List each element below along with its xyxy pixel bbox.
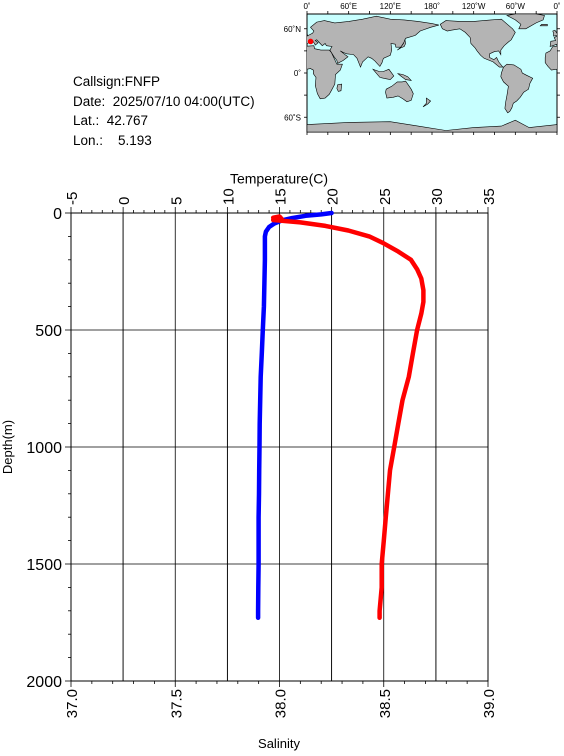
depth-tick-label: 2000: [26, 674, 62, 691]
map-lon-label: 120˚W: [462, 2, 486, 11]
station-marker-dot: [307, 38, 314, 45]
depth-tick-label: 0: [53, 206, 62, 223]
land-madagascar: [336, 83, 343, 92]
salinity-tick-label: 38.0: [273, 689, 290, 718]
salinity-tick-labels: 37.0 37.5 38.0 38.5 39.0: [64, 689, 498, 718]
land-africa: [307, 45, 343, 100]
depth-tick-label: 1500: [26, 557, 62, 574]
land-japan: [397, 38, 406, 51]
map-lon-label: 0˚: [303, 2, 310, 11]
land-australia: [385, 80, 414, 103]
latitude-text: Lat.: 42.767: [73, 113, 149, 128]
depth-axis-label: Depth(m): [0, 420, 15, 474]
land-iceland: [539, 24, 548, 27]
series-layer: [255, 210, 426, 621]
longitude-text: Lon.: 5.193: [73, 132, 152, 148]
depth-tick-label: 500: [35, 323, 62, 340]
station-info: Callsign:FNFP Date: 2025/07/10 04:00(UTC…: [73, 72, 255, 150]
land-uk: [307, 32, 309, 36]
chart-grid: [70, 212, 489, 682]
land-new-guinea: [396, 73, 413, 81]
land-antarctica: [307, 119, 557, 132]
callsign-text: Callsign:FNFP: [73, 74, 161, 89]
land-africa: [544, 45, 557, 71]
map-lon-label: 60˚W: [506, 2, 526, 11]
map-lat-label: 60˚S: [284, 113, 301, 122]
map-lat-label: 60˚N: [284, 25, 302, 34]
land-uk: [552, 29, 557, 37]
land-eurasia: [549, 35, 557, 47]
temperature-tick-label: 20: [325, 188, 342, 205]
date-text: Date: 2025/07/10 04:00(UTC): [73, 93, 255, 109]
temperature-tick-label: 5: [168, 197, 185, 205]
depth-tick-labels: 0 500 1000 1500 2000: [26, 206, 62, 691]
temperature-tick-label: 35: [481, 188, 498, 205]
temperature-tick-label: 15: [273, 188, 290, 205]
temperature-tick-label: 10: [220, 188, 237, 205]
temperature-tick-label: 0: [116, 197, 133, 205]
temperature-tick-label: -5: [64, 192, 81, 205]
temperature-tick-labels: -5 0 5 10 15 20 25 30 35: [64, 188, 498, 205]
land-indonesia: [372, 68, 395, 80]
map-latitude-labels: 60˚N 0˚ 60˚S: [284, 25, 302, 123]
map-lon-label: 120˚E: [380, 2, 401, 11]
depth-tick-label: 1000: [26, 440, 62, 457]
map-lon-label: 0˚: [553, 2, 560, 11]
map-lon-label: 180˚: [424, 2, 440, 11]
salinity-tick-label: 37.5: [168, 689, 185, 718]
map-lat-label: 0˚: [294, 69, 301, 78]
land-eurasia: [307, 15, 439, 68]
land-greenland: [506, 14, 545, 30]
temperature-profile-line: [255, 210, 334, 621]
land-north-america: [439, 18, 516, 68]
map-ticks: [304, 11, 560, 135]
map-land: [307, 14, 557, 132]
salinity-tick-label: 37.0: [64, 689, 81, 718]
world-map: 0˚ 60˚E 120˚E 180˚ 120˚W 60˚W 0˚ 60˚N 0˚ 60˚S: [270, 0, 564, 140]
salinity-axis-label: Salinity: [258, 736, 300, 751]
station-marker: [307, 38, 314, 45]
salinity-tick-label: 38.5: [377, 689, 394, 718]
land-new-zealand: [422, 97, 432, 108]
temperature-axis-label: Temperature(C): [230, 170, 328, 186]
salinity-profile-line: [270, 214, 426, 621]
map-longitude-labels: 0˚ 60˚E 120˚E 180˚ 120˚W 60˚W 0˚: [303, 2, 560, 11]
temperature-tick-label: 30: [429, 188, 446, 205]
salinity-tick-label: 39.0: [481, 689, 498, 718]
land-south-america: [500, 63, 534, 114]
map-lon-label: 60˚E: [340, 2, 357, 11]
temperature-tick-label: 25: [377, 188, 394, 205]
